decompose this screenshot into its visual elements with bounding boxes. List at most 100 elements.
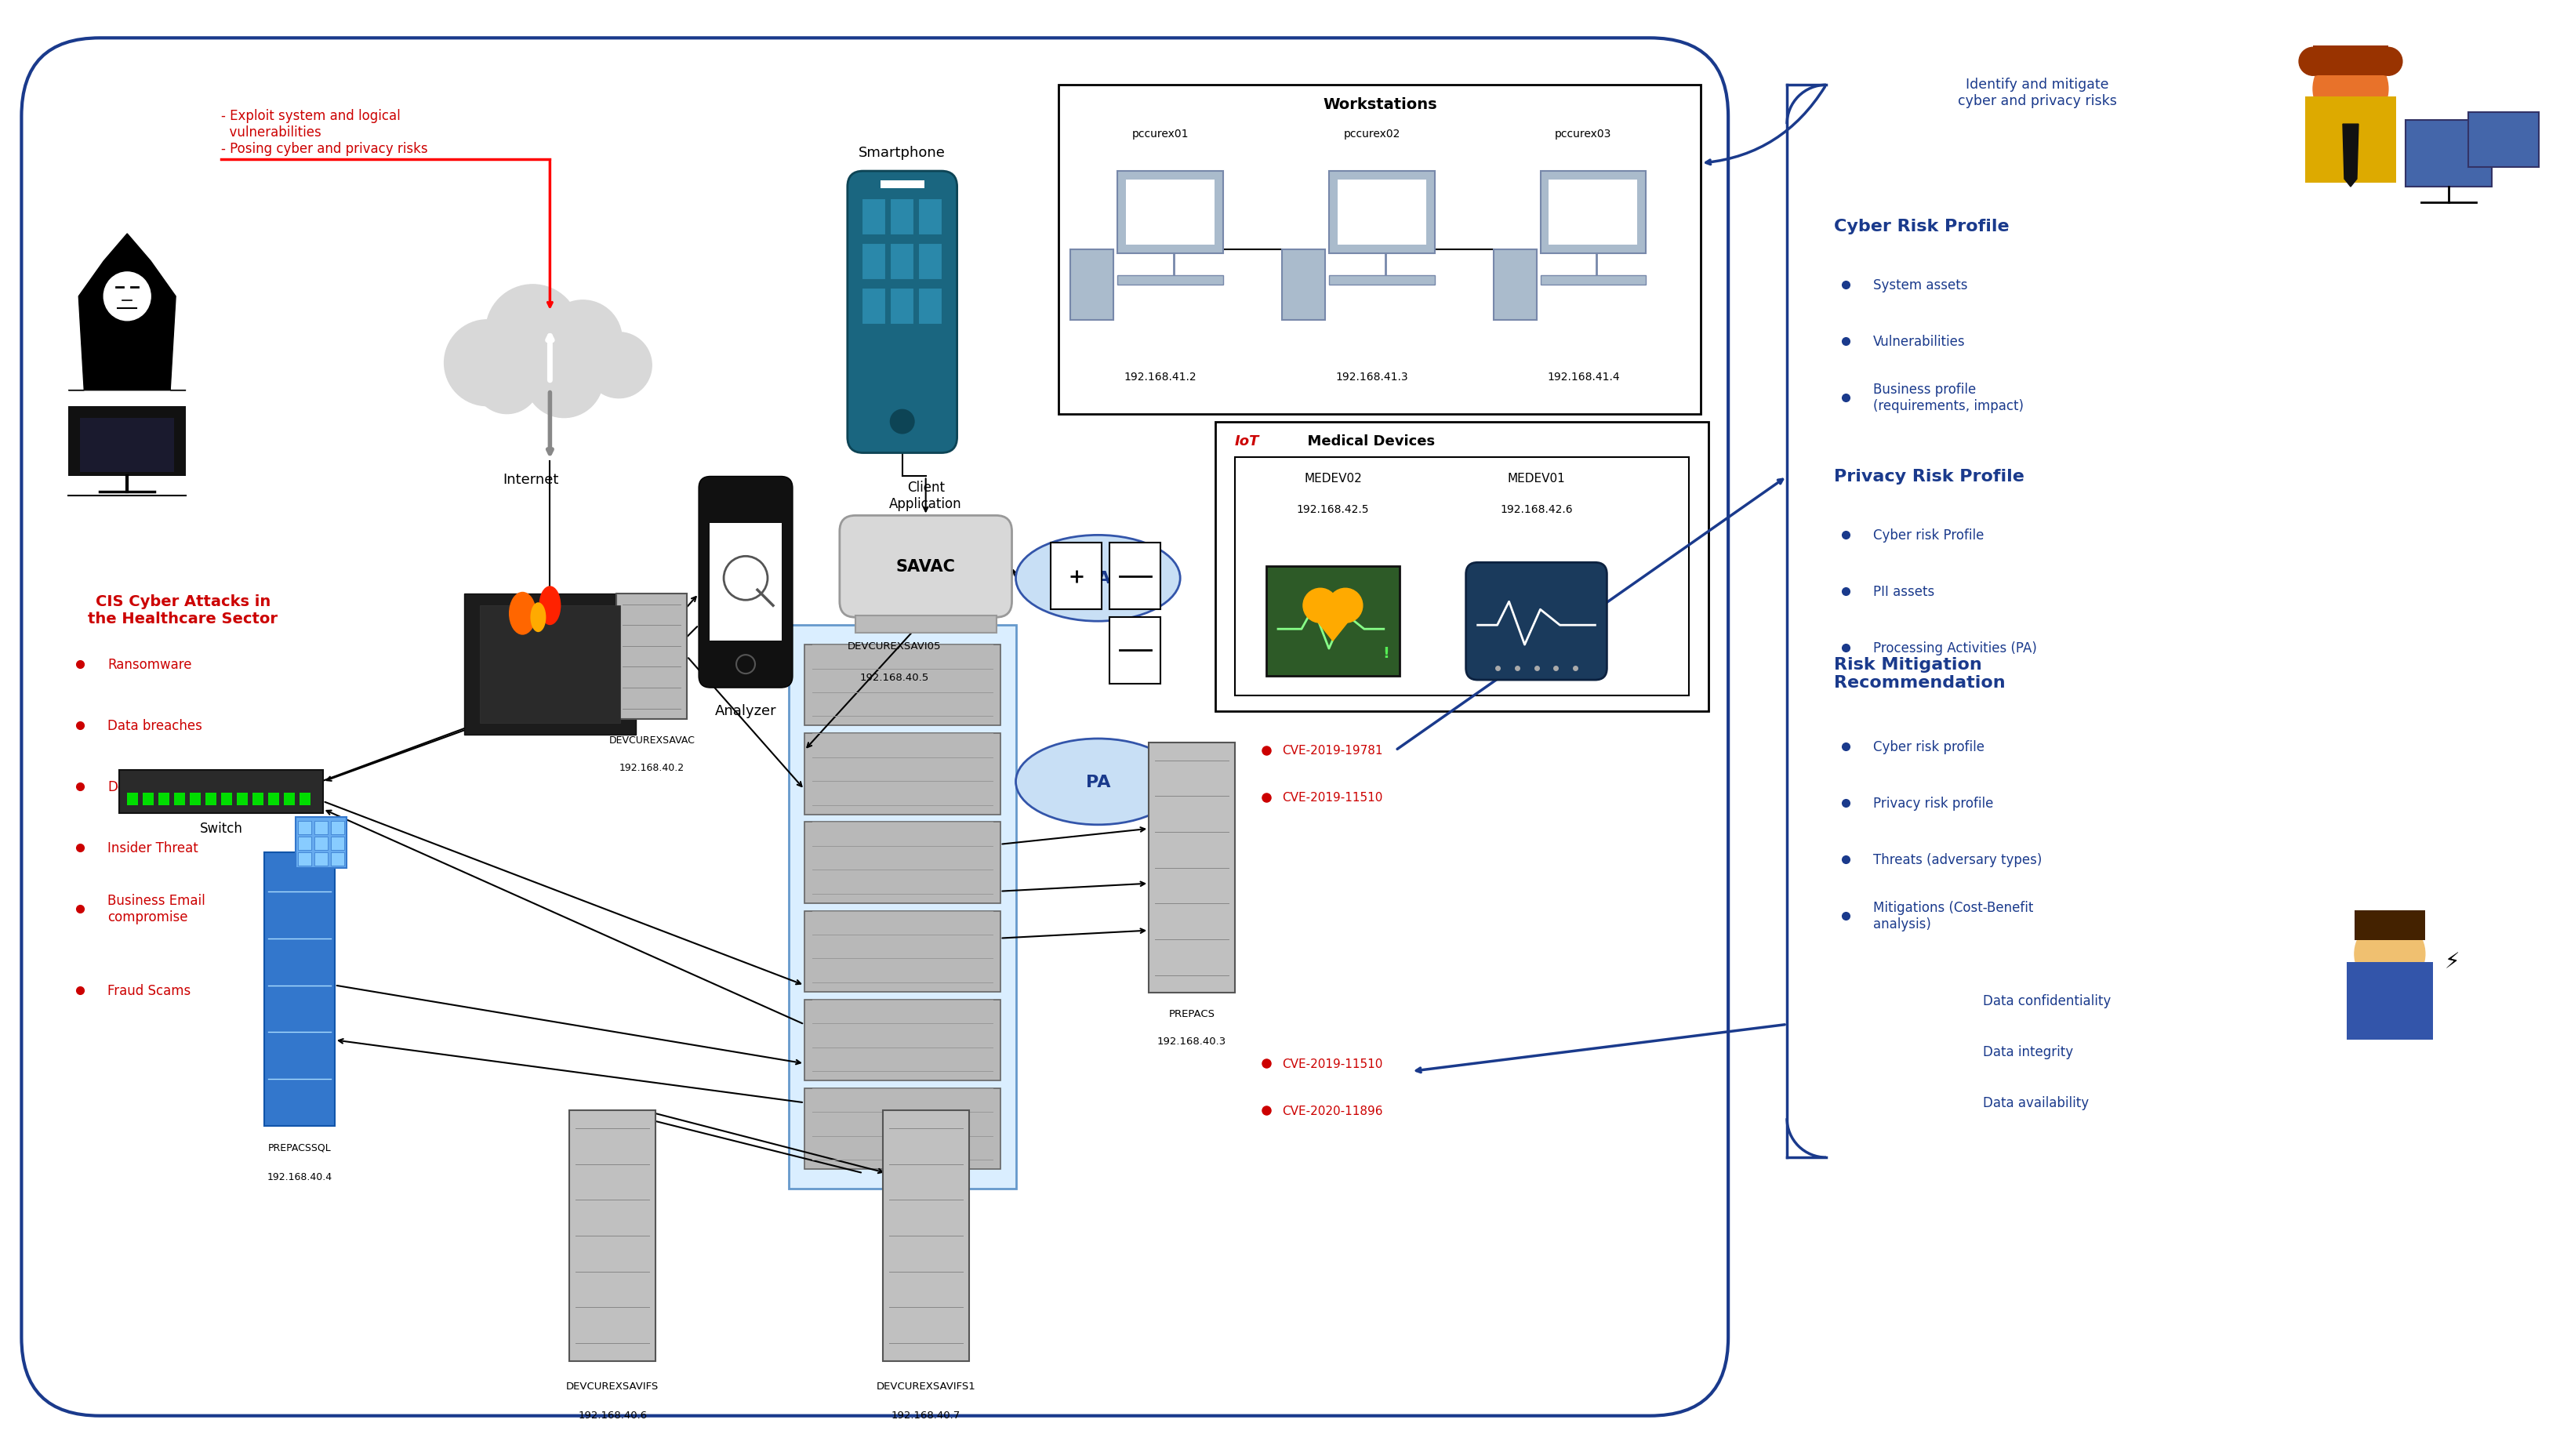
Circle shape — [543, 301, 622, 379]
Circle shape — [2312, 52, 2388, 127]
Text: PREPACSSQL: PREPACSSQL — [269, 1142, 330, 1152]
Bar — [709, 524, 781, 641]
Bar — [888, 199, 914, 234]
FancyBboxPatch shape — [847, 172, 957, 453]
Bar — [315, 821, 328, 834]
Bar — [804, 734, 1001, 814]
Text: Analyzer: Analyzer — [714, 703, 776, 718]
Ellipse shape — [530, 603, 545, 632]
Text: Workstations: Workstations — [1324, 98, 1436, 112]
Bar — [860, 199, 886, 234]
Circle shape — [525, 339, 604, 418]
Text: Insider Threat: Insider Threat — [108, 840, 197, 855]
Bar — [617, 594, 686, 719]
Text: 192.168.41.4: 192.168.41.4 — [1546, 371, 1618, 381]
Bar — [294, 817, 346, 868]
Text: 192.168.40.4: 192.168.40.4 — [266, 1172, 333, 1182]
Text: Switch: Switch — [200, 821, 243, 836]
Bar — [1126, 181, 1213, 245]
Bar — [916, 288, 942, 325]
Text: Cyber risk Profile: Cyber risk Profile — [1871, 529, 1984, 543]
Bar — [120, 770, 323, 814]
Text: 192.168.40.6: 192.168.40.6 — [579, 1409, 648, 1420]
Bar — [69, 406, 187, 476]
Text: 192.168.41.3: 192.168.41.3 — [1336, 371, 1408, 381]
Text: DEVCUREXSAVAC: DEVCUREXSAVAC — [609, 735, 694, 745]
Text: Client
Application: Client Application — [888, 480, 963, 511]
Text: Data confidentiality: Data confidentiality — [1981, 994, 2109, 1008]
Text: Data integrity: Data integrity — [1981, 1045, 2071, 1059]
Bar — [159, 794, 169, 805]
Bar — [297, 821, 312, 834]
Text: Threats (adversary types): Threats (adversary types) — [1871, 852, 2040, 866]
Text: 192.168.41.2: 192.168.41.2 — [1124, 371, 1196, 381]
Text: Cyber Risk Profile: Cyber Risk Profile — [1833, 218, 2010, 234]
Text: Data availability: Data availability — [1981, 1096, 2089, 1109]
Bar — [236, 794, 248, 805]
Bar — [1329, 172, 1434, 253]
Bar — [855, 616, 996, 633]
Bar — [1216, 422, 1708, 712]
Bar — [860, 288, 886, 325]
Bar — [253, 794, 264, 805]
Bar — [804, 645, 1001, 727]
Text: 192.168.42.6: 192.168.42.6 — [1500, 504, 1572, 515]
Bar — [1283, 250, 1324, 320]
Text: 192.168.42.5: 192.168.42.5 — [1295, 504, 1370, 515]
Bar — [2468, 114, 2537, 167]
Bar — [479, 606, 620, 724]
Text: Business Email
compromise: Business Email compromise — [108, 894, 205, 925]
Text: !: ! — [1382, 646, 1390, 661]
Bar — [1492, 250, 1536, 320]
Bar — [2345, 962, 2432, 1040]
Text: pccurex02: pccurex02 — [1344, 128, 1400, 140]
Text: CVE-2019-11510: CVE-2019-11510 — [1283, 792, 1382, 804]
Text: Data breaches: Data breaches — [108, 719, 202, 732]
Polygon shape — [2342, 125, 2358, 188]
Bar — [1116, 275, 1224, 285]
Text: DEVCUREXSAVIFS1: DEVCUREXSAVIFS1 — [876, 1380, 975, 1390]
Bar — [1149, 743, 1234, 993]
Text: 192.168.40.7: 192.168.40.7 — [891, 1409, 960, 1420]
Text: Privacy Risk Profile: Privacy Risk Profile — [1833, 469, 2025, 485]
Bar — [297, 837, 312, 850]
Text: MEDEV01: MEDEV01 — [1508, 473, 1564, 485]
Text: Mitigations (Cost-Benefit
analysis): Mitigations (Cost-Benefit analysis) — [1871, 901, 2033, 930]
Bar — [1265, 566, 1398, 677]
Bar — [888, 288, 914, 325]
Bar — [315, 837, 328, 850]
Text: 192.168.40.3: 192.168.40.3 — [1157, 1037, 1226, 1047]
Bar — [315, 852, 328, 866]
Bar — [143, 794, 154, 805]
Circle shape — [486, 285, 579, 379]
Text: CVE-2019-11510: CVE-2019-11510 — [1283, 1059, 1382, 1070]
FancyBboxPatch shape — [699, 476, 794, 689]
Bar — [883, 1111, 968, 1361]
Text: PII assets: PII assets — [1871, 585, 1933, 598]
Text: Privacy risk profile: Privacy risk profile — [1871, 796, 1992, 810]
Bar — [79, 418, 174, 473]
Text: Cyber risk profile: Cyber risk profile — [1871, 740, 1984, 754]
Circle shape — [2299, 48, 2327, 76]
Circle shape — [474, 348, 540, 414]
Text: MEDEV02: MEDEV02 — [1303, 473, 1362, 485]
Bar — [804, 1000, 1001, 1080]
Text: PA: PA — [1085, 775, 1111, 789]
Text: CIS Cyber Attacks in
the Healthcare Sector: CIS Cyber Attacks in the Healthcare Sect… — [87, 594, 276, 626]
Bar — [916, 199, 942, 234]
Bar — [2312, 47, 2388, 76]
Circle shape — [2353, 919, 2424, 989]
Bar — [1108, 543, 1160, 610]
Circle shape — [586, 333, 653, 399]
Text: Identify and mitigate
cyber and privacy risks: Identify and mitigate cyber and privacy … — [1958, 77, 2117, 108]
Bar — [1057, 86, 1700, 414]
Text: IoT: IoT — [1234, 434, 1260, 448]
Ellipse shape — [538, 587, 561, 626]
Text: Ransomware: Ransomware — [108, 658, 192, 671]
Bar — [463, 594, 635, 735]
Text: pccurex03: pccurex03 — [1554, 128, 1610, 140]
Bar — [804, 823, 1001, 903]
Bar — [174, 794, 184, 805]
Circle shape — [888, 409, 914, 434]
Text: DEVCUREXSAVI05: DEVCUREXSAVI05 — [847, 641, 942, 651]
